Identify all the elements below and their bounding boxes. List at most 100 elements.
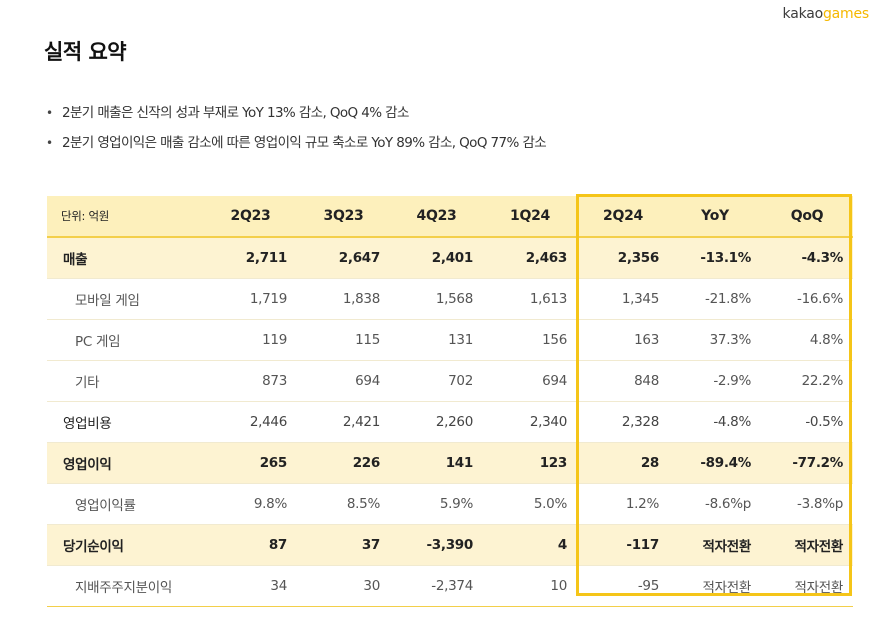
table-cell: 694 — [483, 360, 577, 402]
table-cell: 9.8% — [204, 483, 297, 525]
table-cell: 1,613 — [483, 278, 577, 320]
table-cell: 702 — [390, 360, 483, 402]
column-header: QoQ — [761, 196, 853, 238]
table-cell: 1,838 — [297, 278, 390, 320]
table-cell: -0.5% — [761, 401, 853, 443]
table-cell: 2,463 — [483, 237, 577, 279]
row-label: 영업비용 — [47, 401, 204, 443]
column-header: 4Q23 — [390, 196, 483, 238]
table-cell: 1,568 — [390, 278, 483, 320]
table-cell: -4.3% — [761, 237, 853, 279]
table-row: 영업이익률 9.8% 8.5% 5.9% 5.0% 1.2% -8.6%p -3.8%p — [47, 483, 853, 525]
table-cell: 2,356 — [577, 237, 669, 279]
table-cell: 적자전환 — [669, 565, 761, 607]
table-cell: 적자전환 — [761, 565, 853, 607]
column-header: 2Q23 — [204, 196, 297, 238]
table-cell: -13.1% — [669, 237, 761, 279]
table-cell: 131 — [390, 319, 483, 361]
table-cell: -4.8% — [669, 401, 761, 443]
bullet-text: 2분기 매출은 신작의 성과 부재로 YoY 13% 감소, QoQ 4% 감소 — [62, 105, 409, 121]
table-cell: 적자전환 — [761, 524, 853, 566]
row-label: 영업이익률 — [47, 483, 204, 525]
table-cell: 115 — [297, 319, 390, 361]
table-cell: -117 — [577, 524, 669, 566]
table-cell: -77.2% — [761, 442, 853, 484]
table-cell: 848 — [577, 360, 669, 402]
kakaogames-logo: kakaogames — [782, 6, 870, 22]
table-cell: 28 — [577, 442, 669, 484]
table-cell: -3.8%p — [761, 483, 853, 525]
table-cell: 4.8% — [761, 319, 853, 361]
table-cell: 37.3% — [669, 319, 761, 361]
table-cell: 119 — [204, 319, 297, 361]
table-cell: 1.2% — [577, 483, 669, 525]
table-cell: 873 — [204, 360, 297, 402]
logo-text-kakao: kakao — [782, 6, 824, 22]
table-cell: 37 — [297, 524, 390, 566]
table-cell: 8.5% — [297, 483, 390, 525]
table-cell: 2,401 — [390, 237, 483, 279]
table-row: 지배주주지분이익 34 30 -2,374 10 -95 적자전환 적자전환 — [47, 565, 853, 607]
table-cell: 123 — [483, 442, 577, 484]
table-cell: -21.8% — [669, 278, 761, 320]
column-header: 3Q23 — [297, 196, 390, 238]
table-cell: 265 — [204, 442, 297, 484]
row-label: 영업이익 — [47, 442, 204, 484]
table-cell: 1,719 — [204, 278, 297, 320]
row-label: PC 게임 — [47, 319, 204, 361]
table-row: 당기순이익 87 37 -3,390 4 -117 적자전환 적자전환 — [47, 524, 853, 566]
bullet-dot-icon: • — [46, 106, 53, 120]
table-cell: 694 — [297, 360, 390, 402]
table-cell: 1,345 — [577, 278, 669, 320]
bullet-dot-icon: • — [46, 136, 53, 150]
table-cell: 156 — [483, 319, 577, 361]
row-label: 당기순이익 — [47, 524, 204, 566]
table-cell: -16.6% — [761, 278, 853, 320]
table-cell: 적자전환 — [669, 524, 761, 566]
table-cell: 10 — [483, 565, 577, 607]
table-row: 매출 2,711 2,647 2,401 2,463 2,356 -13.1% -4.3% — [47, 237, 853, 279]
table-cell: 2,340 — [483, 401, 577, 443]
column-header: 2Q24 — [577, 196, 669, 238]
table-cell: -95 — [577, 565, 669, 607]
table-cell: 5.9% — [390, 483, 483, 525]
bullet-item: • 2분기 영업이익은 매출 감소에 따른 영업이익 규모 축소로 YoY 89%… — [46, 133, 547, 163]
column-header: YoY — [669, 196, 761, 238]
table-cell: -2,374 — [390, 565, 483, 607]
table-cell: 2,260 — [390, 401, 483, 443]
logo-text-games: games — [822, 6, 869, 22]
table-row: 기타 873 694 702 694 848 -2.9% 22.2% — [47, 360, 853, 402]
table-header-row: 단위: 억원 2Q23 3Q23 4Q23 1Q24 2Q24 YoY QoQ — [47, 196, 853, 238]
table-cell: 2,446 — [204, 401, 297, 443]
table-cell: 22.2% — [761, 360, 853, 402]
table-cell: 5.0% — [483, 483, 577, 525]
row-label: 매출 — [47, 237, 204, 279]
table-cell: -2.9% — [669, 360, 761, 402]
bullet-text: 2분기 영업이익은 매출 감소에 따른 영업이익 규모 축소로 YoY 89% … — [62, 135, 547, 151]
table-cell: 4 — [483, 524, 577, 566]
table-cell: 30 — [297, 565, 390, 607]
table-cell: 226 — [297, 442, 390, 484]
table-row: 모바일 게임 1,719 1,838 1,568 1,613 1,345 -21.8% -16… — [47, 278, 853, 320]
row-label: 기타 — [47, 360, 204, 402]
summary-bullets: • 2분기 매출은 신작의 성과 부재로 YoY 13% 감소, QoQ 4% 감… — [46, 103, 547, 163]
earnings-summary-table: 단위: 억원 2Q23 3Q23 4Q23 1Q24 2Q24 YoY QoQ … — [47, 196, 853, 607]
table-cell: 2,647 — [297, 237, 390, 279]
table-row: PC 게임 119 115 131 156 163 37.3% 4.8% — [47, 319, 853, 361]
unit-label: 단위: 억원 — [47, 196, 204, 238]
table-cell: 163 — [577, 319, 669, 361]
table-row: 영업이익 265 226 141 123 28 -89.4% -77.2% — [47, 442, 853, 484]
page-title: 실적 요약 — [44, 40, 127, 64]
table-cell: 34 — [204, 565, 297, 607]
table-cell: 2,711 — [204, 237, 297, 279]
table-cell: -3,390 — [390, 524, 483, 566]
table-cell: 2,328 — [577, 401, 669, 443]
table-row: 영업비용 2,446 2,421 2,260 2,340 2,328 -4.8% -0.5% — [47, 401, 853, 443]
column-header: 1Q24 — [483, 196, 577, 238]
row-label: 모바일 게임 — [47, 278, 204, 320]
table-cell: -89.4% — [669, 442, 761, 484]
table-cell: 141 — [390, 442, 483, 484]
table-cell: -8.6%p — [669, 483, 761, 525]
row-label: 지배주주지분이익 — [47, 565, 204, 607]
bullet-item: • 2분기 매출은 신작의 성과 부재로 YoY 13% 감소, QoQ 4% 감… — [46, 103, 546, 133]
